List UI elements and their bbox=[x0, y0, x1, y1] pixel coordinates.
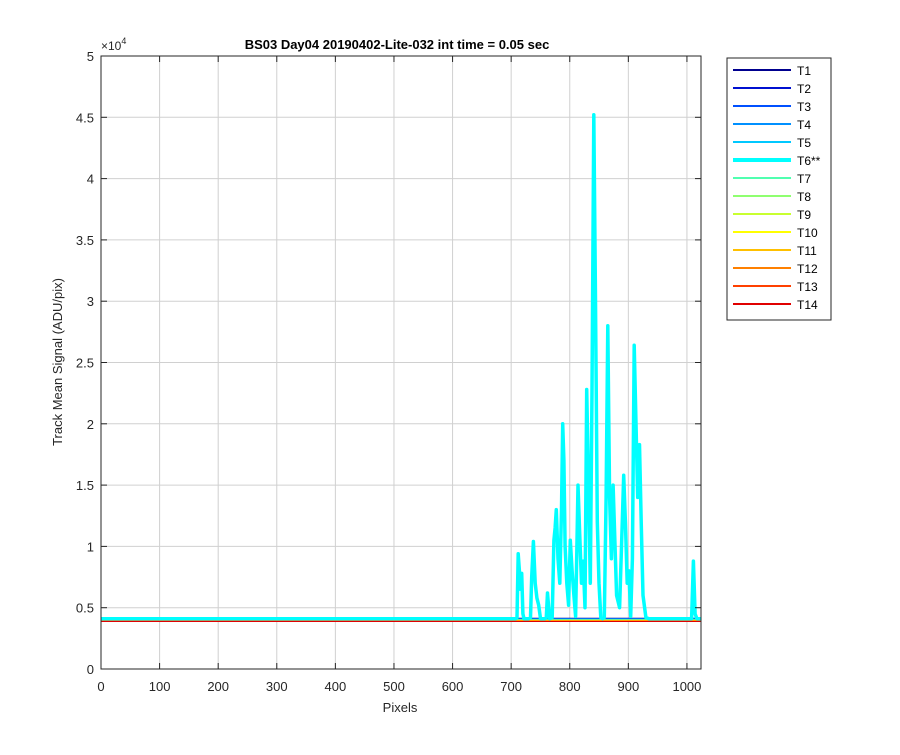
plot-area: 0 100 200 300 400 500 600 700 800 900 1000 0 0.5 1 1.5… bbox=[76, 49, 702, 694]
x-tick-label: 0 bbox=[97, 679, 104, 694]
x-tick-label: 200 bbox=[207, 679, 229, 694]
legend: T1 T2 T3 T4 T5 T6** T7 T8 T9 T10 T11 T12 T13 T14 bbox=[726, 57, 832, 321]
y-tick-label: 1 bbox=[87, 539, 94, 554]
x-tick-label: 900 bbox=[617, 679, 639, 694]
legend-label: T6** bbox=[797, 154, 821, 168]
y-axis-label: Track Mean Signal (ADU/pix) bbox=[50, 278, 65, 446]
series-line-t6 bbox=[101, 113, 701, 621]
y-tick-label: 3.5 bbox=[76, 233, 94, 248]
legend-label: T9 bbox=[797, 208, 811, 222]
x-tick-label: 600 bbox=[442, 679, 464, 694]
y-tick-label: 1.5 bbox=[76, 478, 94, 493]
legend-label: T3 bbox=[797, 100, 811, 114]
x-tick-label: 100 bbox=[149, 679, 171, 694]
x-tick-label: 300 bbox=[266, 679, 288, 694]
legend-label: T10 bbox=[797, 226, 818, 240]
x-tick-label: 800 bbox=[559, 679, 581, 694]
legend-label: T1 bbox=[797, 64, 811, 78]
y-tick-label: 3 bbox=[87, 294, 94, 309]
legend-box bbox=[726, 57, 832, 321]
legend-label: T7 bbox=[797, 172, 811, 186]
legend-label: T11 bbox=[797, 244, 817, 258]
x-axis-label: Pixels bbox=[383, 700, 418, 715]
legend-label: T5 bbox=[797, 136, 811, 150]
y-tick-label: 5 bbox=[87, 49, 94, 64]
y-tick-label: 2 bbox=[87, 417, 94, 432]
legend-label: T13 bbox=[797, 280, 818, 294]
y-tick-label: 0.5 bbox=[76, 601, 94, 616]
x-tick-label: 1000 bbox=[672, 679, 701, 694]
legend-label: T12 bbox=[797, 262, 818, 276]
y-tick-label: 4.5 bbox=[76, 110, 94, 125]
legend-label: T2 bbox=[797, 82, 811, 96]
y-tick-label: 0 bbox=[87, 662, 94, 677]
x-tick-label: 400 bbox=[325, 679, 347, 694]
y-exponent-label: ×104 bbox=[101, 36, 126, 53]
x-tick-label: 500 bbox=[383, 679, 405, 694]
y-tick-label: 2.5 bbox=[76, 356, 94, 371]
x-tick-label: 700 bbox=[500, 679, 522, 694]
chart-title: BS03 Day04 20190402-Lite-032 int time = … bbox=[245, 37, 550, 52]
legend-label: T14 bbox=[797, 298, 818, 312]
legend-label: T4 bbox=[797, 118, 811, 132]
legend-label: T8 bbox=[797, 190, 811, 204]
y-tick-label: 4 bbox=[87, 172, 94, 187]
